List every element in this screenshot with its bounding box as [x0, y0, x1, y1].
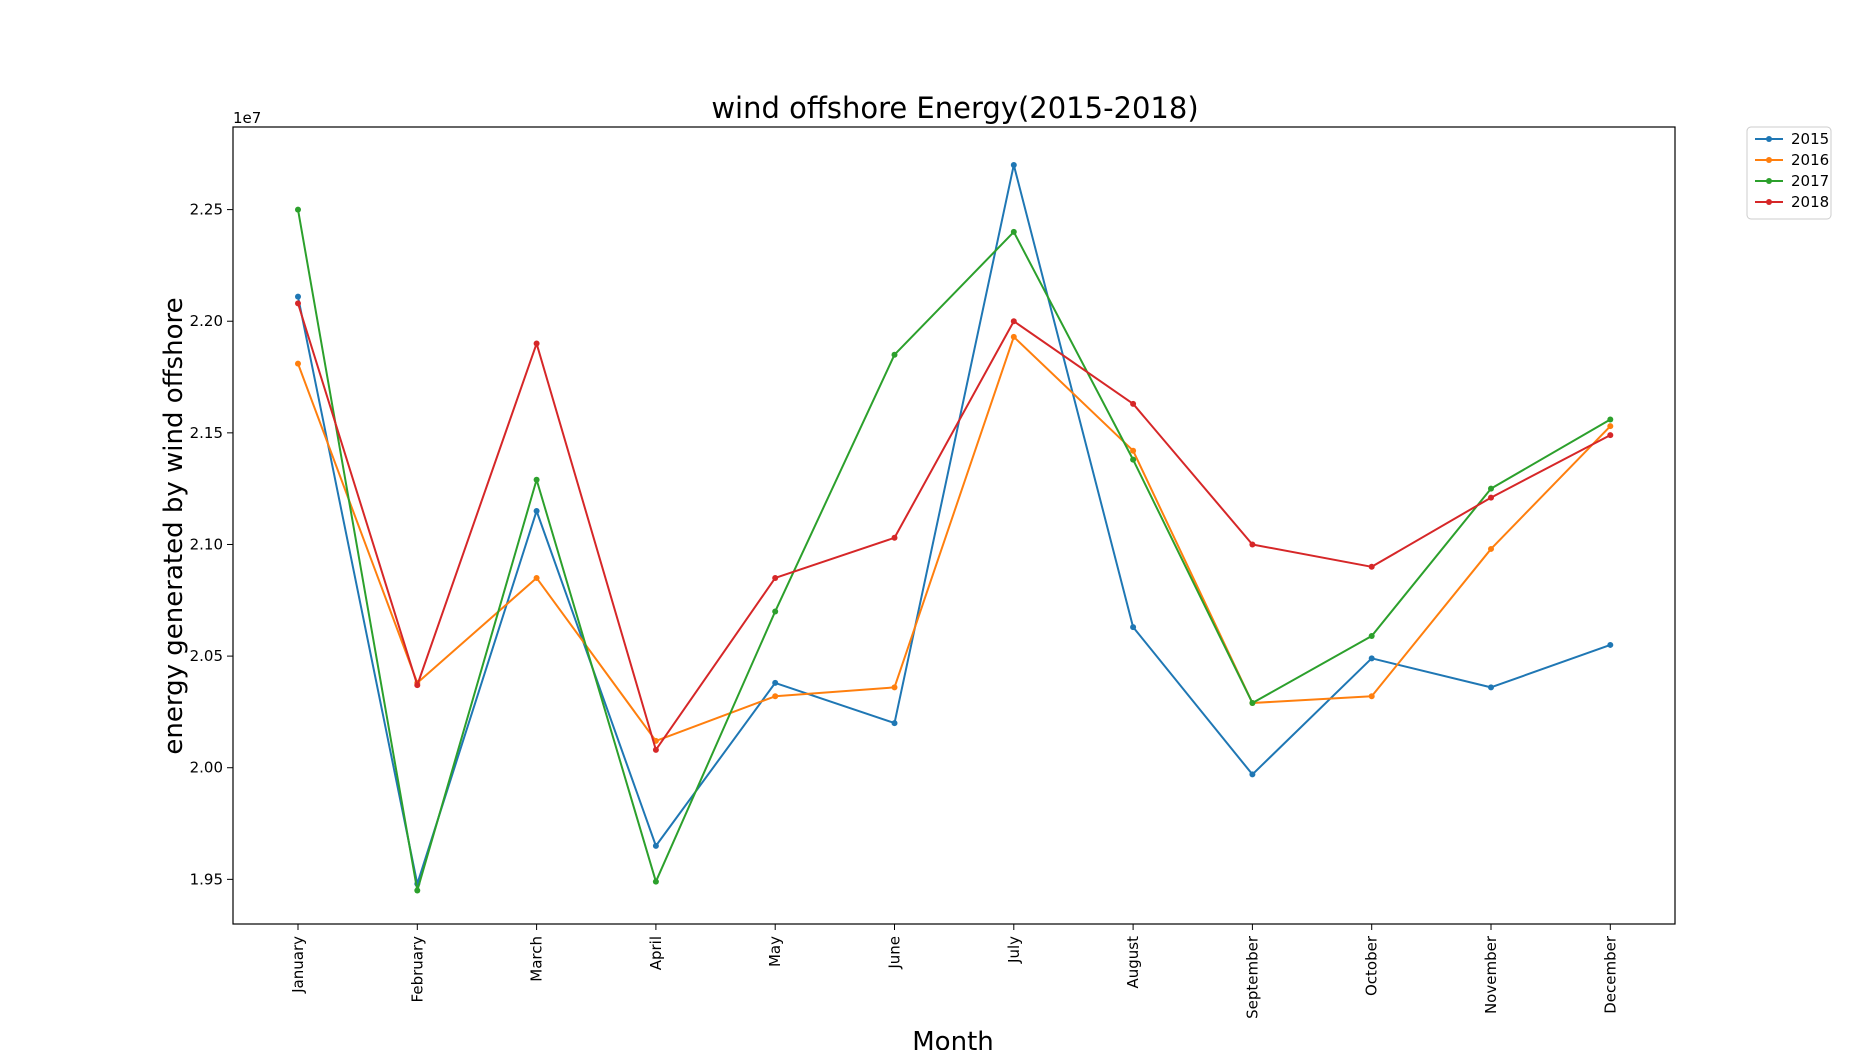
data-point-2016 — [891, 684, 898, 691]
data-point-2015 — [772, 679, 779, 686]
data-point-2017 — [772, 608, 779, 615]
legend-frame — [1746, 126, 1832, 220]
data-point-2017 — [1249, 699, 1256, 706]
data-point-2016 — [772, 693, 779, 700]
data-point-2015 — [891, 720, 898, 727]
data-point-2018 — [1488, 494, 1494, 501]
x-tick-label: February — [408, 936, 426, 1003]
data-point-2017 — [1488, 485, 1494, 492]
series-line-2017 — [297, 209, 1611, 892]
x-tick-label: November — [1482, 935, 1500, 1014]
data-point-2016 — [1010, 333, 1017, 340]
data-point-2018 — [772, 574, 779, 581]
legend-marker — [1766, 199, 1772, 205]
y-tick-label: 1.95 — [190, 870, 223, 888]
x-tick-label: September — [1243, 935, 1261, 1019]
data-point-2018 — [652, 746, 659, 753]
data-point-2018 — [1130, 400, 1137, 407]
x-tick-label: May — [766, 936, 784, 967]
y-offset-label: 1e7 — [233, 109, 261, 127]
data-point-2017 — [414, 887, 421, 894]
data-point-2018 — [1249, 541, 1256, 548]
x-tick-label: January — [289, 936, 307, 994]
data-point-2015 — [1368, 655, 1375, 662]
data-point-2018 — [1010, 318, 1017, 325]
data-point-2016 — [533, 574, 540, 581]
data-point-2018 — [1607, 432, 1614, 439]
data-point-2017 — [295, 206, 301, 213]
data-point-2015 — [1607, 641, 1614, 648]
x-tick-label: July — [1005, 936, 1023, 964]
x-tick-label: August — [1124, 936, 1142, 989]
data-point-2017 — [1130, 456, 1137, 463]
data-point-2018 — [533, 340, 540, 347]
chart-title: wind offshore Energy(2015-2018) — [711, 91, 1198, 125]
series-line-2016 — [297, 335, 1612, 742]
data-point-2015 — [1130, 624, 1137, 631]
y-axis-label: energy generated by wind offshore — [159, 297, 189, 754]
legend-label: 2018 — [1791, 193, 1829, 211]
data-point-2018 — [1368, 563, 1375, 570]
legend-marker — [1766, 178, 1772, 184]
data-point-2015 — [652, 842, 659, 849]
data-point-2018 — [295, 300, 301, 307]
data-point-2016 — [1130, 447, 1137, 454]
x-tick-label: March — [528, 936, 546, 982]
x-tick-label: June — [886, 936, 904, 970]
series-lines — [295, 161, 1614, 894]
data-point-2015 — [1249, 771, 1256, 778]
y-tick-label: 2.25 — [190, 201, 223, 219]
data-point-2017 — [1010, 228, 1017, 235]
data-point-2015 — [295, 293, 301, 300]
data-point-2015 — [1488, 684, 1494, 691]
series-line-2018 — [297, 303, 1611, 751]
legend-label: 2017 — [1791, 172, 1829, 190]
data-point-2017 — [533, 476, 540, 483]
data-point-2018 — [891, 534, 898, 541]
legend-label: 2016 — [1791, 151, 1829, 169]
x-tick-label: December — [1601, 935, 1619, 1014]
x-tick-label: October — [1363, 935, 1381, 996]
data-point-2016 — [1607, 423, 1614, 430]
legend-marker — [1766, 157, 1772, 163]
y-tick-label: 2.10 — [190, 535, 223, 553]
y-tick-label: 2.00 — [190, 759, 223, 777]
series-line-2015 — [297, 163, 1611, 885]
data-point-2015 — [533, 507, 540, 514]
x-axis-label: Month — [912, 1027, 994, 1050]
data-point-2017 — [652, 878, 659, 885]
y-axis: 1.95 2.00 2.05 2.10 2.15 2.20 2.25 — [190, 201, 233, 888]
plot-area — [232, 126, 1676, 925]
y-tick-label: 2.20 — [190, 312, 223, 330]
data-point-2017 — [1607, 416, 1614, 423]
data-point-2017 — [1368, 633, 1375, 640]
legend: 2015 2016 2017 2018 — [1746, 126, 1832, 220]
x-axis: January February March April May June July Augu… — [289, 924, 1619, 1019]
x-tick-label: April — [647, 936, 665, 970]
data-point-2016 — [1368, 693, 1375, 700]
y-tick-label: 2.15 — [190, 424, 223, 442]
legend-marker — [1766, 136, 1772, 142]
y-tick-label: 2.05 — [190, 647, 223, 665]
data-point-2017 — [891, 351, 898, 358]
data-point-2015 — [1010, 161, 1017, 168]
data-point-2016 — [295, 360, 301, 367]
data-point-2016 — [1488, 545, 1494, 552]
data-point-2018 — [414, 682, 421, 689]
legend-label: 2015 — [1791, 130, 1829, 148]
